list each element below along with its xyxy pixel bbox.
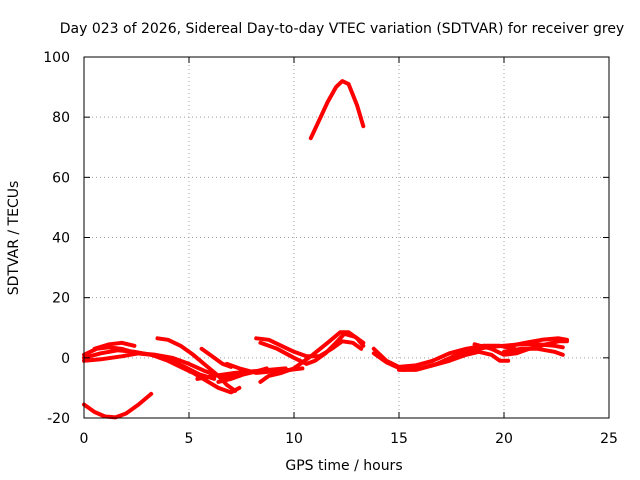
chart-title: Day 023 of 2026, Sidereal Day-to-day VTE… — [60, 21, 624, 37]
series-arc-13 — [258, 330, 366, 384]
series-arc-1 — [82, 391, 154, 420]
x-tick-label: 15 — [390, 431, 408, 447]
series-arc-6 — [155, 336, 238, 393]
axis-ticks: 0 5 10 15 20 25 -20 0 20 40 60 80 100 — [43, 50, 618, 447]
y-tick-label: 40 — [52, 231, 70, 247]
series-arc-10 — [216, 366, 269, 384]
y-tick-label: 60 — [52, 170, 70, 186]
x-tick-label: 25 — [600, 431, 618, 447]
y-tick-label: 0 — [61, 351, 70, 367]
series-arc-17 — [397, 349, 511, 372]
x-tick-label: 20 — [495, 431, 513, 447]
y-tick-label: 20 — [52, 291, 70, 307]
y-tick-label: -20 — [47, 411, 70, 427]
x-axis-label: GPS time / hours — [285, 458, 402, 474]
plot-frame — [83, 56, 610, 419]
grid — [84, 57, 609, 418]
series-arc-20 — [502, 346, 565, 357]
y-tick-label: 100 — [43, 50, 70, 66]
y-tick-label: 80 — [52, 110, 70, 126]
y-axis-label: SDTVAR / TECUs — [6, 181, 22, 296]
series-arc-5 — [92, 340, 137, 351]
x-tick-label: 10 — [285, 431, 303, 447]
series-arc-18 — [472, 339, 569, 357]
data-series — [82, 79, 569, 420]
x-tick-label: 0 — [80, 431, 89, 447]
x-tick-label: 5 — [185, 431, 194, 447]
series-arc-14 — [308, 79, 366, 141]
series-arc-19 — [508, 336, 569, 348]
series-arc-12 — [258, 331, 366, 366]
